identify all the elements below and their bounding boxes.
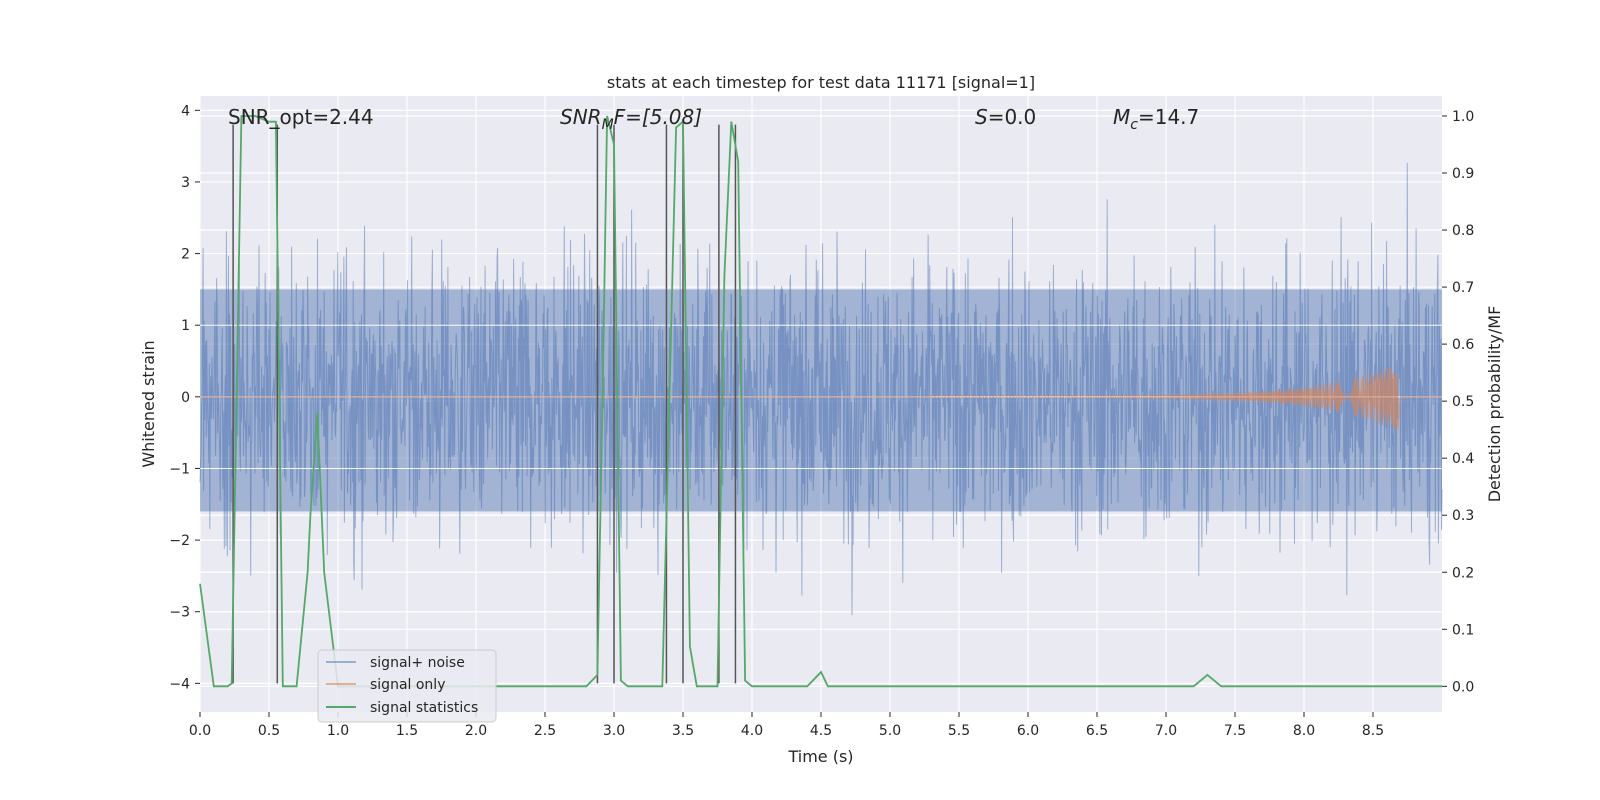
y-tick-label: 3 (181, 175, 190, 191)
mc-main: M (1113, 105, 1130, 129)
x-tick-label: 8.0 (1293, 723, 1315, 739)
y-tick-label: 1 (181, 318, 190, 334)
snr-mf-rest: F=[5.08] (614, 105, 702, 129)
y-right-tick-label: 0.7 (1452, 280, 1474, 296)
y-right-tick-label: 0.8 (1452, 223, 1474, 239)
y-right-tick-label: 0.2 (1452, 565, 1474, 581)
x-tick-label: 8.5 (1362, 723, 1384, 739)
x-tick-label: 2.5 (534, 723, 556, 739)
x-tick-label: 5.5 (948, 723, 970, 739)
mc-rest: =14.7 (1138, 105, 1199, 129)
signal-statistics-trace (199, 115, 1442, 688)
x-tick-label: 0.5 (258, 723, 280, 739)
x-tick-label: 7.0 (1155, 723, 1177, 739)
signal-noise-band (200, 289, 1442, 512)
snr-opt-annotation: SNR_opt=2.44 (228, 105, 374, 129)
y-tick-label: −2 (169, 533, 190, 549)
y-tick-label: 2 (181, 247, 190, 263)
mc-annotation: Mc=14.7 (1113, 105, 1199, 133)
y-right-tick-label: 0.3 (1452, 508, 1474, 524)
legend-box (317, 649, 497, 723)
x-tick-label: 4.5 (810, 723, 832, 739)
signal-statistics-line (199, 115, 1442, 688)
x-tick-label: 1.5 (396, 723, 418, 739)
y-tick-label: 0 (181, 390, 190, 406)
s-annotation: S=0.0 (975, 105, 1036, 129)
y-axis-label: Whitened strain (139, 340, 158, 467)
y-right-tick-label: 0.1 (1452, 622, 1474, 638)
legend-label-stats: signal statistics (370, 700, 478, 716)
legend: signal+ noise signal only signal statist… (317, 649, 497, 723)
y-tick-label: −3 (169, 605, 190, 621)
x-tick-label: 3.5 (672, 723, 694, 739)
x-tick-label: 6.5 (1086, 723, 1108, 739)
legend-label-noise: signal+ noise (370, 655, 465, 671)
x-tick-label: 6.0 (1017, 723, 1039, 739)
y-tick-label: −1 (169, 461, 190, 477)
detection-markers (232, 124, 737, 684)
y-axis-ticks: 4 3 2 1 0 −1 −2 −3 −4 (169, 103, 200, 692)
s-rest: =0.0 (988, 105, 1037, 129)
signal-noise-line (199, 162, 1443, 616)
y-right-tick-label: 0.5 (1452, 394, 1474, 410)
x-axis-label: Time (s) (787, 747, 853, 766)
snr-mf-main: SNR (560, 105, 602, 129)
snr-mf-annotation: SNRMF=[5.08] (560, 105, 702, 133)
x-tick-label: 5.0 (879, 723, 901, 739)
y-right-tick-label: 0.9 (1452, 166, 1474, 182)
y-right-axis-ticks: 1.0 0.9 0.8 0.7 0.6 0.5 0.4 0.3 0.2 0.1 0.0 (1442, 109, 1474, 695)
snr-mf-sub: M (602, 117, 614, 133)
x-tick-label: 1.0 (327, 723, 349, 739)
x-tick-label: 4.0 (741, 723, 763, 739)
chart-title: stats at each timestep for test data 111… (607, 73, 1035, 92)
legend-label-signal: signal only (370, 677, 445, 693)
y-right-axis-label: Detection probability/MF (1485, 306, 1504, 503)
y-right-tick-label: 0.0 (1452, 679, 1474, 695)
x-tick-label: 3.0 (603, 723, 625, 739)
y-tick-label: −4 (169, 676, 190, 692)
x-tick-label: 2.0 (465, 723, 487, 739)
y-tick-label: 4 (181, 103, 190, 119)
mc-sub: c (1130, 117, 1138, 133)
signal-only-trace (200, 366, 1442, 430)
x-tick-label: 0.0 (189, 723, 211, 739)
x-tick-label: 7.5 (1224, 723, 1246, 739)
signal-only-line (200, 366, 1442, 430)
s-main: S (975, 105, 988, 129)
y-right-tick-label: 1.0 (1452, 109, 1474, 125)
x-axis-ticks: 0.0 0.5 1.0 1.5 2.0 2.5 3.0 3.5 4.0 4.5 5.0 5.5 6.0 6… (189, 712, 1384, 739)
y-right-tick-label: 0.4 (1452, 451, 1474, 467)
y-right-tick-label: 0.6 (1452, 337, 1474, 353)
